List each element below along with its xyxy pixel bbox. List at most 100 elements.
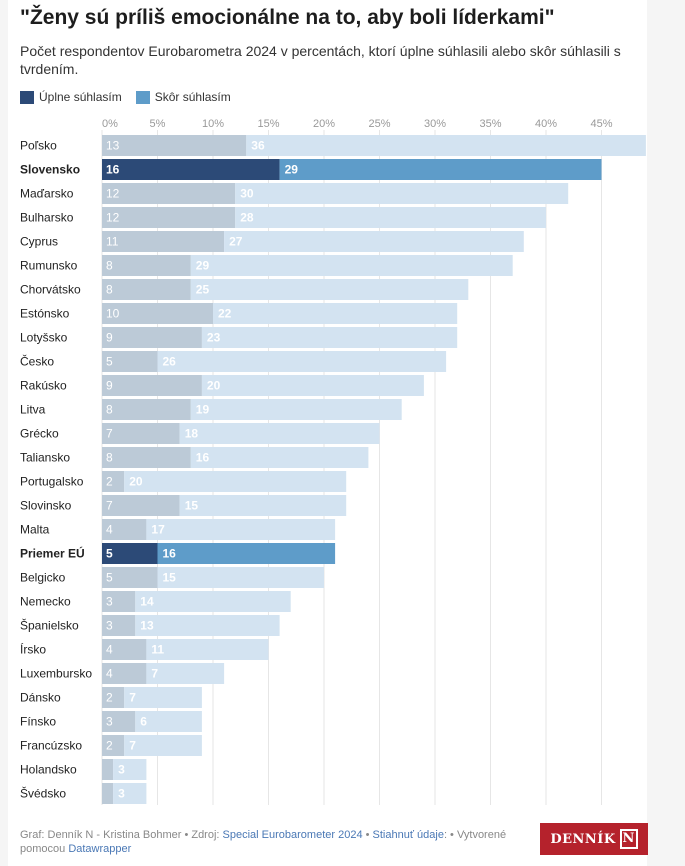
- category-label: Malta: [20, 523, 50, 537]
- data-label-full: 8: [106, 283, 113, 297]
- data-label-full: 7: [106, 499, 113, 513]
- data-label-partly: 26: [163, 355, 177, 369]
- bar-partly: [157, 543, 336, 564]
- source-link[interactable]: Special Eurobarometer 2024: [222, 829, 363, 841]
- data-label-partly: 3: [118, 787, 125, 801]
- data-label-partly: 11: [151, 643, 164, 657]
- data-label-full: 3: [106, 619, 113, 633]
- category-label: Estónsko: [20, 307, 70, 321]
- data-label-full: 2: [106, 691, 113, 705]
- bar-partly: [235, 183, 569, 204]
- category-label: Bulharsko: [20, 211, 74, 225]
- footer-separator: •: [362, 829, 373, 841]
- data-label-partly: 13: [140, 619, 154, 633]
- category-label: Luxembursko: [20, 667, 92, 681]
- bar-partly: [190, 399, 402, 420]
- x-tick-label: 40%: [535, 118, 557, 130]
- data-label-partly: 18: [185, 427, 199, 441]
- legend-item-full: Úplne súhlasím: [20, 90, 122, 104]
- footer-middle: : • Vytvorené pomocou: [20, 829, 507, 855]
- legend-label-partly: Skôr súhlasím: [154, 90, 231, 104]
- category-label: Španielsko: [20, 618, 79, 633]
- footer: Graf: Denník N - Kristina Bohmer • Zdroj…: [20, 828, 540, 856]
- bar-partly: [213, 303, 458, 324]
- category-label: Maďarsko: [20, 187, 74, 201]
- bar-full: [102, 135, 247, 156]
- category-label: Slovinsko: [20, 499, 72, 513]
- category-label: Portugalsko: [20, 475, 84, 489]
- bar-partly: [279, 159, 602, 180]
- bar-full: [102, 471, 125, 492]
- bar-full: [102, 543, 158, 564]
- data-label-partly: 16: [196, 451, 210, 465]
- category-label: Rakúsko: [20, 379, 67, 393]
- x-tick-label: 25%: [368, 118, 390, 130]
- bar-full: [102, 423, 180, 444]
- bar-partly: [179, 495, 347, 516]
- bar-full: [102, 159, 280, 180]
- data-label-partly: 14: [140, 595, 154, 609]
- data-label-partly: 3: [118, 763, 125, 777]
- data-label-full: 12: [106, 187, 120, 201]
- data-label-full: 4: [106, 643, 113, 657]
- chart-subtitle: Počet respondentov Eurobarometra 2024 v …: [20, 43, 621, 77]
- bar-partly: [246, 135, 646, 156]
- category-label: Rumunsko: [20, 259, 78, 273]
- data-label-partly: 28: [240, 211, 254, 225]
- x-tick-label: 15%: [257, 118, 279, 130]
- x-tick-label: 35%: [479, 118, 501, 130]
- bar-full: [102, 639, 147, 660]
- bar-partly: [157, 351, 447, 372]
- bar-partly: [224, 231, 524, 252]
- datawrapper-link[interactable]: Datawrapper: [68, 843, 132, 855]
- data-label-full: 9: [106, 379, 113, 393]
- data-label-partly: 36: [251, 139, 265, 153]
- chart-panel: "Ženy sú príliš emocionálne na to, aby b…: [8, 0, 648, 866]
- data-label-partly: 30: [240, 187, 254, 201]
- category-label: Švédsko: [20, 786, 66, 801]
- category-label: Taliansko: [20, 451, 70, 465]
- bar-full: [102, 687, 125, 708]
- data-label-partly: 23: [207, 331, 221, 345]
- category-label: Poľsko: [20, 139, 57, 153]
- bar-full: [102, 519, 147, 540]
- data-label-partly: 22: [218, 307, 232, 321]
- bar-full: [102, 735, 125, 756]
- category-label: Cyprus: [20, 235, 58, 249]
- legend: Úplne súhlasím Skôr súhlasím: [20, 90, 245, 104]
- bar-full: [102, 591, 136, 612]
- category-label: Slovensko: [20, 163, 80, 177]
- data-label-partly: 7: [129, 739, 136, 753]
- category-label: Dánsko: [20, 691, 61, 705]
- download-data-link[interactable]: Stiahnuť údaje: [372, 829, 444, 841]
- category-label: Chorvátsko: [20, 283, 81, 297]
- data-label-partly: 7: [151, 667, 158, 681]
- bar-full: [102, 567, 158, 588]
- data-label-partly: 20: [207, 379, 221, 393]
- data-label-full: 11: [106, 235, 119, 249]
- bar-partly: [179, 423, 380, 444]
- data-label-full: 3: [106, 595, 113, 609]
- x-tick-label: 30%: [424, 118, 446, 130]
- bar-full: [102, 351, 158, 372]
- data-label-partly: 17: [151, 523, 165, 537]
- data-label-full: 8: [106, 403, 113, 417]
- data-label-full: 9: [106, 331, 113, 345]
- dennik-n-logo[interactable]: DENNÍK N: [540, 823, 648, 855]
- x-tick-label: 0%: [102, 118, 118, 130]
- bar-partly: [146, 519, 336, 540]
- bar-full: [102, 783, 114, 804]
- bar-partly: [113, 783, 147, 804]
- data-label-partly: 19: [196, 403, 210, 417]
- bar-partly: [124, 687, 202, 708]
- data-label-full: 4: [106, 667, 113, 681]
- legend-item-partly: Skôr súhlasím: [135, 90, 231, 104]
- chart-title: "Ženy sú príliš emocionálne na to, aby b…: [20, 6, 555, 29]
- bar-full: [102, 759, 114, 780]
- bar-full: [102, 279, 191, 300]
- bar-partly: [190, 255, 513, 276]
- category-label: Holandsko: [20, 763, 77, 777]
- x-tick-label: 5%: [150, 118, 166, 130]
- bar-partly: [201, 327, 458, 348]
- bar-partly: [135, 591, 291, 612]
